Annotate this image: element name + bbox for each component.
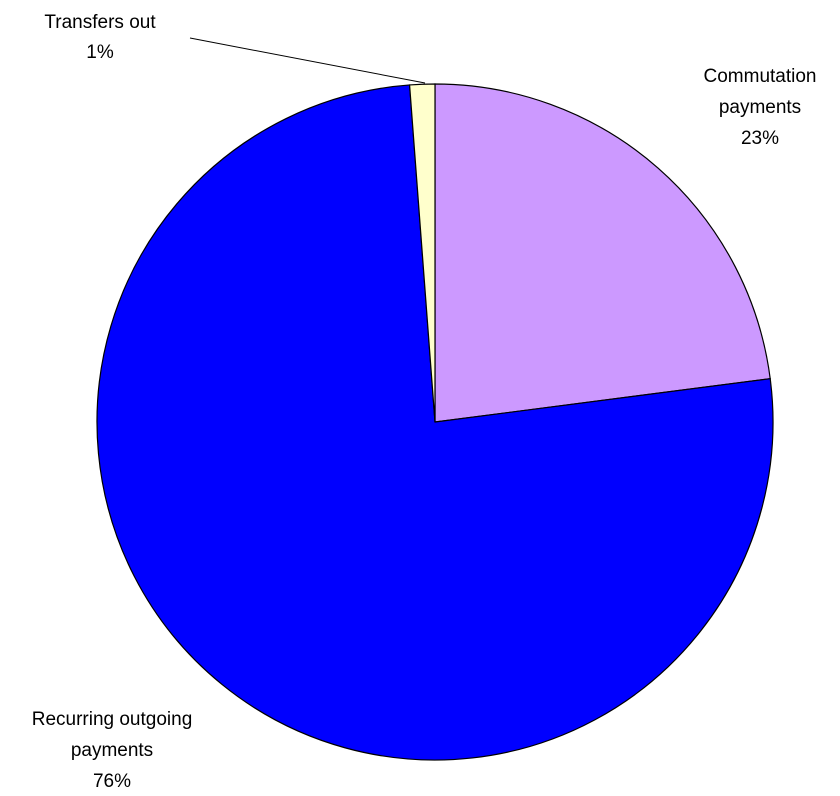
slice-name-label: Commutation [704, 66, 817, 87]
leader-line-transfers-out [189, 37, 426, 84]
slice-name-label: Transfers out [44, 12, 156, 33]
slice-label-recurring-outgoing-payments: Recurring outgoing payments 76% [32, 709, 193, 792]
slice-percent-label: 76% [93, 771, 131, 792]
pie-slice-recurring-outgoing-payments [96, 84, 774, 761]
slice-percent-label: 23% [741, 128, 779, 149]
slices-layer [96, 83, 774, 761]
slice-label-transfers-out: Transfers out 1% [44, 12, 156, 63]
leader-lines-layer [189, 37, 426, 84]
slice-name-label: payments [71, 740, 153, 761]
slice-label-commutation-payments: Commutation payments 23% [704, 66, 817, 149]
labels-layer: Commutation payments 23% Recurring outgoing… [32, 12, 817, 792]
pie-slice-commutation-payments [434, 83, 771, 423]
slice-name-label: Recurring outgoing [32, 709, 193, 730]
pie-slice-transfers-out [408, 83, 436, 423]
slice-percent-label: 1% [86, 42, 114, 63]
slice-name-label: payments [719, 97, 801, 118]
